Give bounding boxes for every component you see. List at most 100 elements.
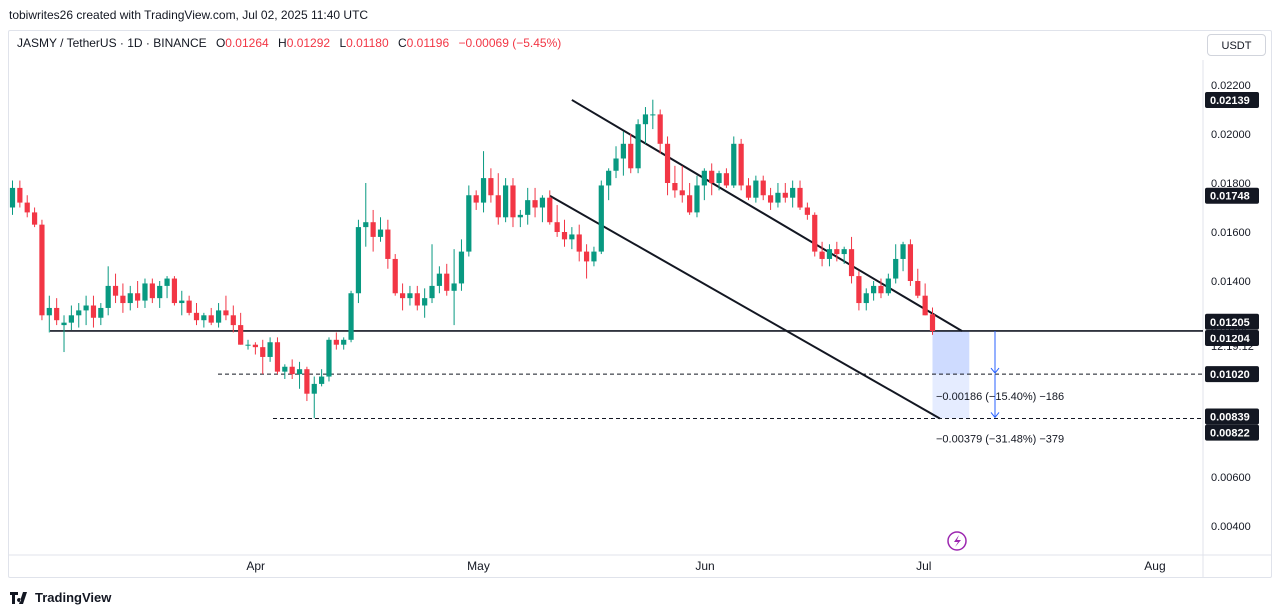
candle-body — [709, 170, 715, 183]
candle-body — [61, 322, 67, 326]
candle-body — [664, 143, 671, 183]
lightning-icon-bolt — [954, 535, 961, 547]
candle-body — [83, 305, 89, 311]
candle-body — [90, 305, 97, 318]
tradingview-logo: TradingView — [10, 590, 111, 605]
measure-2-label: −0.00379 (−31.48%) −379 — [936, 433, 1064, 445]
candle-body — [215, 310, 222, 323]
candle-body — [76, 310, 82, 316]
price-label-box — [1205, 330, 1259, 347]
candle-body — [929, 314, 936, 331]
candle-body — [819, 251, 825, 259]
candle-body — [591, 251, 597, 262]
time-tick-label: Aug — [1144, 559, 1165, 573]
candle-body — [694, 185, 700, 213]
candle-body — [304, 369, 310, 394]
candle-body — [606, 170, 612, 186]
measure-1-arrowhead — [990, 367, 1000, 374]
candle-body — [363, 222, 369, 228]
candle-body — [738, 143, 744, 186]
candle-body — [775, 192, 781, 203]
candle-body — [922, 295, 928, 316]
candle-body — [620, 143, 626, 159]
candle-body — [525, 200, 531, 215]
candle-body — [399, 293, 406, 299]
price-tick-label: 0.00400 — [1211, 521, 1251, 533]
candle-body — [289, 366, 295, 375]
price-tick-label: 0.01600 — [1211, 227, 1251, 239]
candle-body — [179, 300, 185, 304]
candle-body — [848, 249, 855, 277]
candle-body — [46, 307, 52, 316]
candle-body — [429, 285, 435, 299]
candle-body — [576, 234, 582, 252]
candle-body — [642, 114, 649, 125]
candle-body — [127, 293, 133, 304]
candle-body — [135, 293, 141, 301]
symbol-name[interactable]: JASMY / TetherUS · 1D · BINANCE — [17, 36, 207, 50]
price-tick-label: 0.02000 — [1211, 129, 1251, 141]
candle-body — [142, 283, 148, 301]
close-value: 0.01196 — [406, 36, 450, 50]
candle-body — [598, 185, 604, 252]
candle-body — [326, 339, 332, 377]
candle-body — [760, 180, 766, 196]
measure-1-label: −0.00186 (−15.40%) −186 — [936, 391, 1064, 403]
candle-body — [635, 124, 641, 169]
candle-body — [782, 192, 788, 198]
tradingview-logo-icon — [10, 591, 30, 604]
candle-body — [68, 315, 74, 323]
candle-body — [473, 195, 479, 203]
price-label-box — [1205, 366, 1259, 383]
candle-body — [878, 285, 884, 294]
candle-body — [723, 173, 730, 186]
candle-body — [9, 187, 16, 208]
candle-body — [164, 278, 170, 286]
change-value: −0.00069 (−5.45%) — [458, 36, 562, 50]
time-tick-label: Jul — [916, 559, 931, 573]
price-label: 0.01748 — [1210, 191, 1250, 203]
candle-body — [208, 315, 214, 323]
candle-body — [112, 285, 119, 296]
candle-body — [907, 244, 914, 281]
price-label: 0.00822 — [1210, 428, 1250, 440]
candle-body — [613, 158, 619, 171]
chart-frame — [8, 30, 1272, 578]
candle-body — [377, 229, 384, 237]
candle-body — [39, 224, 45, 316]
candle-body — [444, 273, 450, 291]
candle-body — [120, 295, 126, 304]
lightning-icon — [947, 531, 967, 551]
low-label: L — [339, 36, 347, 50]
candle-body — [282, 366, 288, 372]
price-label-box — [1205, 424, 1259, 441]
candle-body — [98, 307, 104, 318]
candle-body — [893, 258, 899, 279]
tradingview-brand: TradingView — [35, 590, 112, 605]
candle-body — [466, 195, 472, 252]
candle-body — [539, 197, 546, 208]
currency-button[interactable]: USDT — [1207, 34, 1266, 56]
low-value: 0.01180 — [346, 36, 389, 50]
price-label: 0.01020 — [1210, 369, 1250, 381]
candle-body — [24, 202, 30, 213]
candle-body — [510, 185, 516, 218]
candle-body — [17, 187, 23, 203]
candle-body — [790, 187, 796, 198]
candle-body — [480, 178, 487, 203]
candle-body — [458, 251, 465, 284]
candle-body — [223, 310, 229, 316]
candle-body — [915, 281, 921, 296]
candle-body — [856, 276, 862, 304]
candle-body — [488, 178, 494, 196]
candle-body — [834, 249, 840, 255]
measure-2-arrowhead — [990, 412, 1000, 419]
countdown-label: 12:19:12 — [1211, 341, 1254, 353]
candle-body — [341, 339, 347, 345]
candle-body — [370, 222, 376, 237]
candle-body — [871, 285, 877, 294]
candle-body — [407, 293, 413, 299]
candle-body — [319, 376, 325, 384]
high-label: H — [278, 36, 287, 50]
